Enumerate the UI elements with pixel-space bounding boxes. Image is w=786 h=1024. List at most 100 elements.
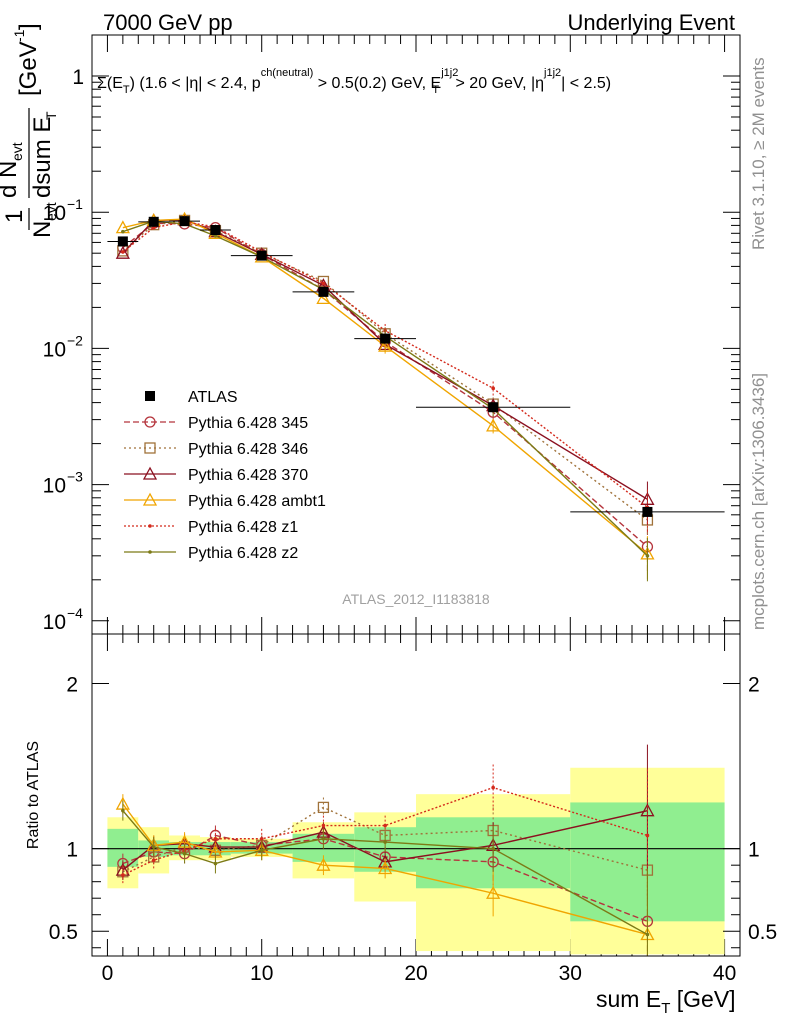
atlas-data-point — [380, 333, 391, 344]
legend-marker — [148, 550, 152, 554]
legend-marker — [148, 524, 152, 528]
x-tick-label: 10 — [250, 962, 273, 985]
atlas-data-point — [642, 506, 653, 517]
main-panel: 110−110−210−310−4 — [43, 34, 741, 956]
series-point-ambt1 — [378, 338, 393, 352]
ratio-point-z1 — [321, 823, 326, 828]
header-right: Underlying Event — [567, 10, 735, 35]
legend-label: Pythia 6.428 346 — [188, 441, 308, 458]
atlas-data-point — [117, 236, 128, 247]
ratio-point-ambt1 — [486, 885, 501, 899]
header-left: 7000 GeV pp — [103, 10, 233, 35]
ratio-point-z2 — [182, 851, 187, 856]
watermark: ATLAS_2012_I1183818 — [342, 591, 490, 607]
ratio-y-tick-label: 0.5 — [49, 921, 78, 944]
legend-label: Pythia 6.428 z2 — [188, 545, 298, 562]
ratio-point-ambt1 — [316, 857, 331, 871]
ratio-point-z1 — [383, 823, 387, 828]
ratio-point-z1 — [213, 836, 218, 841]
ratio-y-tick-label: 1 — [66, 839, 78, 862]
ratio-point-z2 — [645, 932, 650, 937]
legend: ATLAS Pythia 6.428 345 Pythia 6.428 346 Pyt… — [124, 389, 326, 562]
chart-title: Σ(ET) (1.6 < |η| < 2.4, pch(neutral) > 0… — [97, 67, 611, 96]
series-point-370 — [640, 491, 655, 505]
svg-text:T: T — [43, 111, 59, 120]
series-point-z2 — [121, 229, 125, 234]
ratio-point-z2 — [213, 861, 218, 866]
main-ylabel: 1 N evt d N evt dsum E T [GeV -1 ] — [0, 23, 59, 238]
x-tick-label: 0 — [102, 962, 114, 985]
y-tick-label: 10 — [43, 611, 66, 634]
series-point-ambt1 — [316, 291, 331, 305]
y-tick-label: 10 — [43, 338, 66, 361]
ratio-point-z1 — [121, 873, 125, 877]
y-tick-label: 10 — [43, 202, 66, 225]
y-tick-label-exponent: −3 — [67, 469, 83, 485]
series-line-z1 — [122, 221, 648, 508]
legend-label: Pythia 6.428 345 — [188, 415, 308, 432]
svg-text:-1: -1 — [11, 29, 27, 42]
svg-text:d N: d N — [0, 161, 22, 198]
ratio-point-z2 — [259, 848, 264, 853]
ratio-point-z2 — [383, 840, 387, 844]
atlas-data-point — [488, 402, 499, 413]
y-tick-label-exponent: −2 — [67, 332, 83, 348]
ratio-line-346 — [122, 806, 648, 873]
svg-text:1: 1 — [1, 210, 28, 223]
legend-entry: Pythia 6.428 345 — [124, 415, 308, 432]
ratio-point-370 — [640, 803, 655, 817]
atlas-data-point — [318, 286, 329, 297]
legend-entry: Pythia 6.428 ambt1 — [124, 492, 326, 510]
x-tick-label: 20 — [404, 962, 427, 985]
legend-label: Pythia 6.428 ambt1 — [188, 493, 326, 510]
y-tick-label: 10 — [43, 475, 66, 498]
ratio-y-tick-label-right: 0.5 — [748, 921, 777, 944]
legend-entry: Pythia 6.428 z1 — [124, 519, 298, 536]
legend-entry: ATLAS — [145, 389, 238, 406]
ratio-point-z2 — [321, 836, 326, 841]
legend-entry: Pythia 6.428 z2 — [124, 545, 298, 562]
ratio-y-tick-label-right: 2 — [748, 674, 760, 697]
svg-text:dsum E: dsum E — [29, 117, 56, 198]
ratio-point-z1 — [645, 833, 650, 838]
ratio-point-z1 — [151, 858, 156, 863]
ratio-y-tick-label: 2 — [66, 674, 78, 697]
ratio-y-tick-label-right: 1 — [748, 839, 760, 862]
legend-label: ATLAS — [188, 389, 238, 406]
atlas-data-point — [256, 250, 267, 261]
legend-label: Pythia 6.428 z1 — [188, 519, 298, 536]
series-point-z1 — [121, 250, 125, 254]
series-point-346 — [317, 275, 330, 288]
legend-marker — [144, 442, 156, 454]
ratio-point-z1 — [259, 836, 264, 841]
svg-text:[GeV: [GeV — [15, 41, 42, 96]
ratio-ylabel: Ratio to ATLAS — [25, 741, 42, 849]
svg-text:evt: evt — [9, 142, 25, 161]
y-tick-label-exponent: −4 — [67, 605, 83, 621]
legend-entry: Pythia 6.428 370 — [124, 466, 308, 484]
atlas-data-point — [148, 216, 159, 227]
ratio-point-z1 — [491, 785, 495, 790]
svg-text:evt: evt — [43, 202, 59, 221]
series-point-ambt1 — [486, 418, 501, 432]
y-tick-label-exponent: −1 — [67, 196, 83, 212]
legend-marker — [142, 466, 158, 480]
ratio-point-346 — [317, 801, 330, 814]
x-tick-label: 40 — [713, 962, 736, 985]
ratio-point-z2 — [151, 845, 156, 849]
legend-entry: Pythia 6.428 346 — [124, 441, 308, 458]
svg-text:N: N — [29, 221, 56, 238]
legend-marker — [144, 416, 156, 428]
ratio-frame — [91, 633, 741, 957]
series-point-z2 — [645, 554, 650, 558]
mcplots-label: mcplots.cern.ch [arXiv:1306.3436] — [749, 373, 768, 630]
svg-text:]: ] — [15, 23, 42, 30]
ratio-point-z2 — [121, 808, 125, 813]
x-axis-label: sum ET [GeV] — [596, 986, 736, 1017]
legend-marker — [142, 492, 158, 506]
rivet-label: Rivet 3.1.10, ≥ 2M events — [749, 57, 768, 250]
x-tick-label: 30 — [559, 962, 582, 985]
atlas-data-point — [179, 216, 190, 227]
ratio-point-ambt1 — [378, 861, 393, 875]
